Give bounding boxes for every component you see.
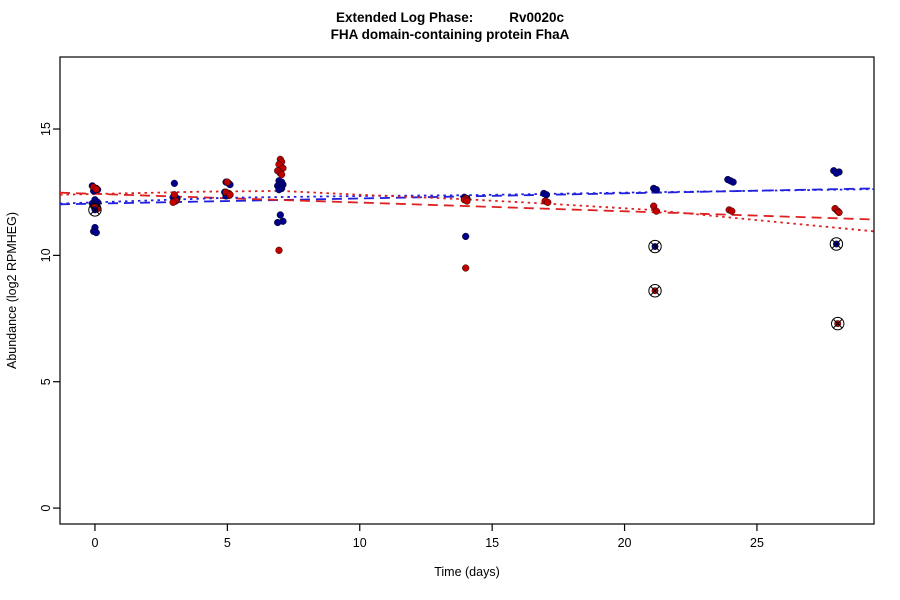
data-point-red: [226, 191, 234, 199]
data-point-red: [223, 178, 231, 186]
data-point-red: [92, 185, 100, 193]
outlier-circle: [831, 316, 845, 331]
chart-subtitle: FHA domain-containing protein FhaA: [330, 27, 570, 42]
y-axis-label: Abundance (log2 RPMHEG): [5, 212, 19, 369]
outlier-circle: [648, 284, 662, 298]
data-point-red: [275, 246, 283, 254]
x-tick-label: 20: [618, 536, 632, 550]
outlier-circle: [88, 203, 102, 217]
data-point-red: [278, 170, 286, 179]
x-axis-label: Time (days): [434, 565, 500, 579]
y-tick-label: 10: [39, 248, 53, 262]
data-point-blue: [275, 186, 283, 194]
data-point-red: [169, 198, 177, 206]
outlier-circle: [648, 239, 662, 254]
data-point-blue: [462, 232, 470, 241]
outlier-cross: [831, 239, 842, 249]
plot-box: [59, 56, 875, 525]
data-point-blue: [832, 169, 840, 177]
data-point-red: [462, 264, 470, 272]
data-point-blue: [170, 179, 178, 187]
trend-line-blue-dotted: [59, 188, 875, 205]
y-tick-label: 5: [39, 378, 53, 385]
outlier-cross: [90, 205, 100, 215]
outlier-cross: [650, 241, 660, 252]
data-point-blue: [729, 178, 737, 186]
chart-title-gene: Rv0020c: [509, 10, 565, 25]
data-point-blue: [276, 211, 284, 219]
data-point-red: [544, 198, 552, 206]
x-tick-label: 5: [224, 536, 231, 550]
chart-title: Extended Log Phase: Rv0020c: [0, 10, 900, 25]
data-point-red: [463, 197, 471, 205]
data-point-red: [170, 191, 178, 199]
data-point-red: [728, 207, 736, 215]
trend-line-red-dashed: [59, 191, 875, 221]
x-tick-label: 25: [750, 536, 764, 550]
trend-line-red-dotted: [59, 190, 875, 233]
data-point-red: [652, 207, 660, 215]
data-point-blue: [652, 186, 660, 194]
outlier-cross: [650, 286, 660, 296]
x-tick-label: 15: [485, 536, 499, 550]
data-point-red: [835, 208, 843, 217]
y-tick-label: 15: [39, 122, 53, 136]
outlier-circle: [829, 237, 844, 251]
data-point-blue: [92, 229, 100, 237]
data-point-blue: [274, 218, 282, 227]
x-tick-label: 10: [353, 536, 367, 550]
outlier-cross: [832, 318, 843, 329]
chart-title-phase: Extended Log Phase:: [335, 10, 474, 25]
x-tick-label: 0: [91, 536, 98, 550]
y-tick-label: 0: [39, 505, 53, 512]
data-point-blue: [542, 191, 551, 199]
